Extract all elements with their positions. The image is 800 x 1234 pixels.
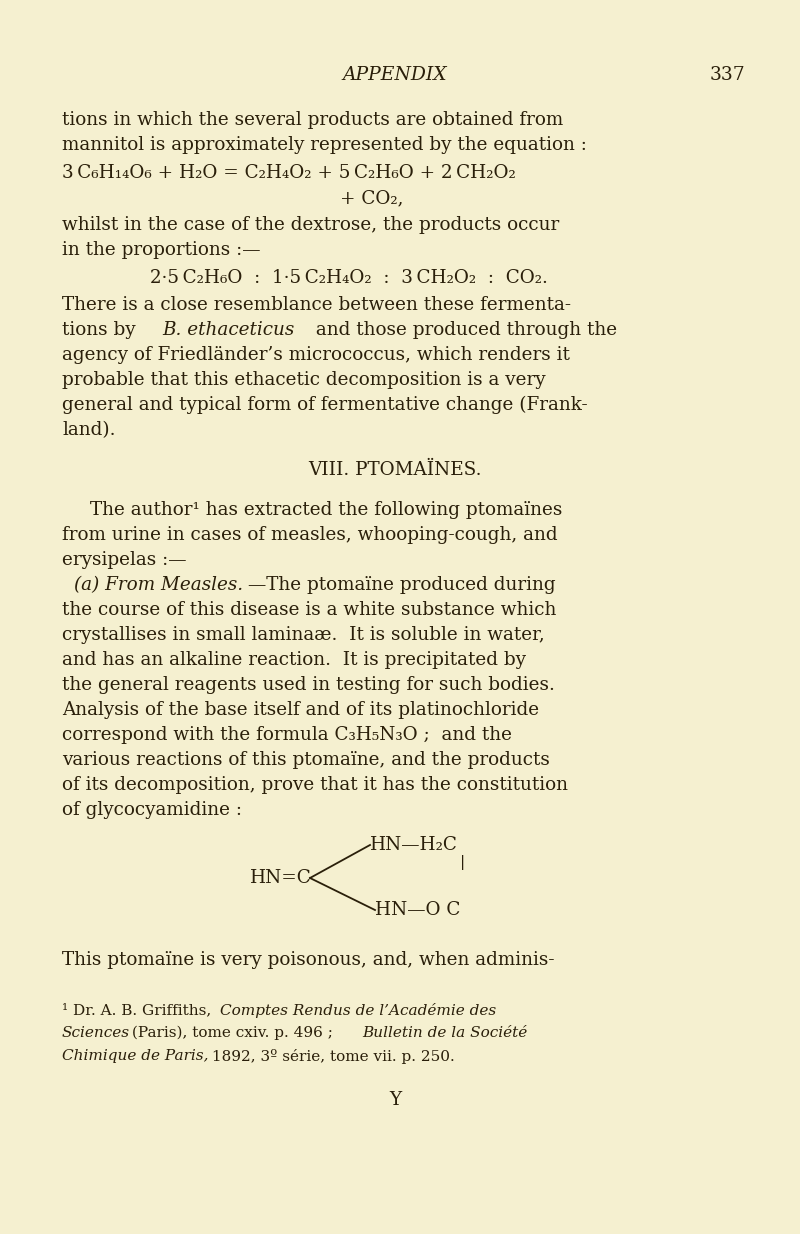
- Text: Sciences: Sciences: [62, 1025, 130, 1040]
- Text: 2·5 C₂H₆O  :  1·5 C₂H₄O₂  :  3 CH₂O₂  :  CO₂.: 2·5 C₂H₆O : 1·5 C₂H₄O₂ : 3 CH₂O₂ : CO₂.: [150, 269, 548, 288]
- Text: Analysis of the base itself and of its platinochloride: Analysis of the base itself and of its p…: [62, 701, 539, 719]
- Text: of its decomposition, prove that it has the constitution: of its decomposition, prove that it has …: [62, 776, 568, 793]
- Text: VIII. PTOMAÏNES.: VIII. PTOMAÏNES.: [308, 462, 482, 479]
- Text: Y: Y: [389, 1091, 401, 1109]
- Text: crystallises in small laminaæ.  It is soluble in water,: crystallises in small laminaæ. It is sol…: [62, 626, 545, 644]
- Text: and has an alkaline reaction.  It is precipitated by: and has an alkaline reaction. It is prec…: [62, 652, 526, 669]
- Text: HN=C: HN=C: [250, 869, 312, 887]
- Text: of glycocyamidine :: of glycocyamidine :: [62, 801, 242, 819]
- Text: HN—O C: HN—O C: [375, 901, 460, 919]
- Text: 337: 337: [710, 65, 746, 84]
- Text: APPENDIX: APPENDIX: [342, 65, 447, 84]
- Text: from urine in cases of measles, whooping-cough, and: from urine in cases of measles, whooping…: [62, 526, 558, 544]
- Text: general and typical form of fermentative change (Frank-: general and typical form of fermentative…: [62, 396, 588, 415]
- Text: The author¹ has extracted the following ptomaïnes: The author¹ has extracted the following …: [90, 501, 562, 520]
- Text: 1892, 3º série, tome vii. p. 250.: 1892, 3º série, tome vii. p. 250.: [207, 1049, 454, 1064]
- Text: in the proportions :—: in the proportions :—: [62, 241, 261, 259]
- Text: —The ptomaïne produced during: —The ptomaïne produced during: [248, 576, 556, 594]
- Text: agency of Friedländer’s micrococcus, which renders it: agency of Friedländer’s micrococcus, whi…: [62, 346, 570, 364]
- Text: ¹ Dr. A. B. Griffiths,: ¹ Dr. A. B. Griffiths,: [62, 1003, 216, 1017]
- Text: tions by: tions by: [62, 321, 142, 339]
- Text: mannitol is approximately represented by the equation :: mannitol is approximately represented by…: [62, 136, 587, 154]
- Text: (Paris), tome cxiv. p. 496 ;: (Paris), tome cxiv. p. 496 ;: [127, 1025, 333, 1040]
- Text: correspond with the formula C₃H₅N₃O ;  and the: correspond with the formula C₃H₅N₃O ; an…: [62, 726, 512, 744]
- Text: land).: land).: [62, 421, 115, 439]
- Text: There is a close resemblance between these fermenta-: There is a close resemblance between the…: [62, 296, 571, 313]
- Text: the general reagents used in testing for such bodies.: the general reagents used in testing for…: [62, 676, 555, 694]
- Text: 3 C₆H₁₄O₆ + H₂O = C₂H₄O₂ + 5 C₂H₆O + 2 CH₂O₂: 3 C₆H₁₄O₆ + H₂O = C₂H₄O₂ + 5 C₂H₆O + 2 C…: [62, 164, 516, 181]
- Text: and those produced through the: and those produced through the: [310, 321, 617, 339]
- Text: probable that this ethacetic decomposition is a very: probable that this ethacetic decompositi…: [62, 371, 546, 389]
- Text: various reactions of this ptomaïne, and the products: various reactions of this ptomaïne, and …: [62, 752, 550, 769]
- Text: the course of this disease is a white substance which: the course of this disease is a white su…: [62, 601, 556, 619]
- Text: Bulletin de la Société: Bulletin de la Société: [362, 1025, 527, 1040]
- Text: tions in which the several products are obtained from: tions in which the several products are …: [62, 111, 563, 130]
- Text: This ptomaïne is very poisonous, and, when adminis-: This ptomaïne is very poisonous, and, wh…: [62, 951, 554, 969]
- Text: (a) From Measles.: (a) From Measles.: [74, 576, 243, 594]
- Text: HN—H₂C: HN—H₂C: [370, 835, 458, 854]
- Text: erysipelas :—: erysipelas :—: [62, 552, 186, 569]
- Text: Chimique de Paris,: Chimique de Paris,: [62, 1049, 209, 1062]
- Text: Comptes Rendus de l’Académie des: Comptes Rendus de l’Académie des: [220, 1002, 496, 1018]
- Text: B. ethaceticus: B. ethaceticus: [162, 321, 294, 339]
- Text: whilst in the case of the dextrose, the products occur: whilst in the case of the dextrose, the …: [62, 216, 559, 234]
- Text: |: |: [460, 855, 466, 870]
- Text: + CO₂,: + CO₂,: [340, 189, 403, 207]
